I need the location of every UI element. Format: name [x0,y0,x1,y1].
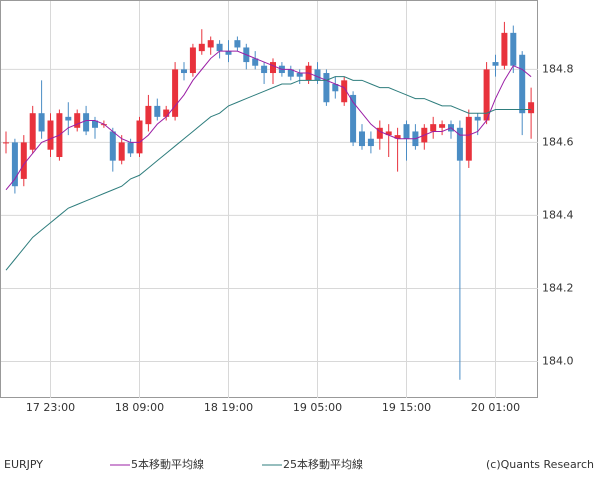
candle-body [163,109,170,117]
y-tick-label: 184.6 [542,135,574,148]
y-tick-label: 184.4 [542,208,574,221]
candle-body [332,83,339,92]
candle-body [403,124,410,139]
candle-body [519,54,526,114]
candle-body [456,127,463,161]
candle-body [207,40,214,48]
candle-body [234,40,241,48]
candle-body [47,120,54,150]
candle-body [501,32,508,66]
candle-body [483,69,490,121]
candle-body [216,43,223,52]
candle-body [74,113,81,128]
candle-body [136,120,143,154]
y-tick-label: 184.0 [542,354,574,367]
candle-body [350,94,357,143]
candle-body [465,116,472,161]
candle-body [118,142,125,161]
plot-area [0,0,538,398]
candle-body [323,73,330,103]
candle-body [92,120,98,128]
candle-body [172,69,179,117]
candle-body [127,142,134,154]
candle-body [198,43,205,52]
ma-line [5,50,532,191]
candle-body [367,138,374,147]
symbol: EURJPY [4,458,43,471]
candle-body [261,65,268,74]
candle-body [314,69,321,81]
x-tick-label: 18 09:00 [115,401,164,414]
ma-line [5,76,532,271]
candle-body [439,124,446,128]
candle-body [65,116,72,121]
x-tick-label: 17 23:00 [26,401,75,414]
candle-body [145,105,152,125]
candle-body [270,62,276,74]
x-tick-label: 19 15:00 [382,401,431,414]
candle-body [11,142,18,187]
candle-body [109,131,116,161]
candle-body [492,62,499,66]
candle-body [20,142,27,179]
candle-body [394,135,401,139]
candle-body [38,113,45,132]
candle-body [189,47,196,74]
candle-body [376,127,383,139]
candle-body [385,131,392,136]
candle-body [252,58,259,66]
candle-body [510,32,517,66]
candle-body [296,73,303,77]
x-tick-label: 18 19:00 [204,401,253,414]
candle-body [430,124,437,132]
candle-body [225,51,232,55]
candle-body [29,113,36,150]
legend-label: 25本移動平均線 [283,457,363,471]
candle-body [359,131,365,147]
y-tick-label: 184.8 [542,62,574,75]
candle-body [474,116,481,121]
x-tick-label: 20 01:00 [471,401,520,414]
y-tick-label: 184.2 [542,281,574,294]
candle-body [341,80,348,103]
candle-body [528,102,535,114]
candle-body [154,105,161,117]
candle-body [181,69,187,74]
candle-body [3,142,9,144]
credit: (c)Quants Research [486,458,594,471]
x-tick-label: 19 05:00 [293,401,342,414]
candle-body [287,69,294,77]
legend-label: 5本移動平均線 [131,457,204,471]
candle-body [83,113,90,132]
